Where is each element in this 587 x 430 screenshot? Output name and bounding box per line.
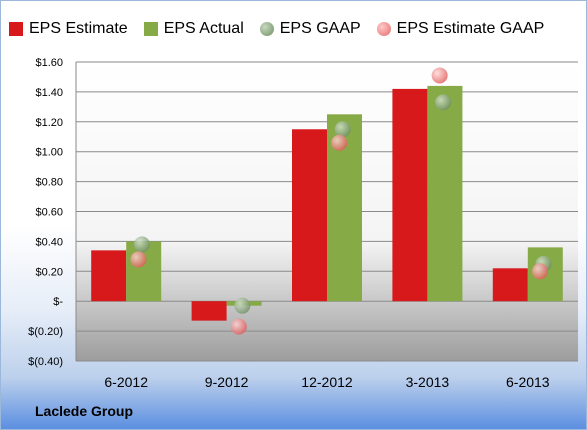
y-tick-label: $(0.40) <box>28 356 63 368</box>
x-tick-label: 9-2012 <box>205 374 249 390</box>
legend-label-eps-gaap: EPS GAAP <box>279 20 361 37</box>
y-tick-label: $(0.20) <box>28 326 63 338</box>
bar-eps-estimate <box>191 301 227 321</box>
legend: EPS Estimate EPS Actual EPS GAAP EPS Est… <box>9 15 586 43</box>
legend-swatch-eps-actual <box>143 22 158 36</box>
bar-eps-estimate <box>91 250 127 302</box>
legend-item-eps-gaap: EPS GAAP <box>259 20 361 38</box>
legend-item-eps-actual: EPS Actual <box>143 20 244 38</box>
x-tick-label: 12-2012 <box>301 374 353 390</box>
legend-item-eps-estimate: EPS Estimate <box>9 20 128 38</box>
legend-label-eps-actual: EPS Actual <box>163 20 244 37</box>
marker-eps-gaap <box>234 297 251 314</box>
y-tick-label: $0.80 <box>35 177 63 189</box>
bar-eps-actual <box>427 85 463 302</box>
legend-dot-eps-estimate-gaap <box>376 22 391 36</box>
marker-eps-gaap <box>133 236 150 253</box>
marker-eps-gaap <box>435 94 452 111</box>
legend-item-eps-estimate-gaap: EPS Estimate GAAP <box>376 20 545 38</box>
legend-dot-eps-gaap <box>259 22 274 36</box>
marker-eps-estimate-gaap <box>130 251 147 268</box>
y-tick-label: $1.60 <box>35 57 63 69</box>
legend-label-eps-estimate: EPS Estimate <box>29 20 128 37</box>
legend-label-eps-estimate-gaap: EPS Estimate GAAP <box>396 20 545 37</box>
y-tick-label: $0.20 <box>35 266 63 278</box>
y-tick-label: $0.40 <box>35 236 63 248</box>
y-tick-label: $- <box>53 296 63 308</box>
y-tick-label: $0.60 <box>35 207 63 219</box>
y-tick-label: $1.00 <box>35 147 63 159</box>
marker-eps-estimate-gaap <box>431 67 448 84</box>
bar-eps-estimate <box>392 88 428 302</box>
marker-eps-gaap <box>334 121 351 138</box>
x-tick-label: 6-2013 <box>506 374 550 390</box>
bar-eps-estimate <box>492 268 528 302</box>
x-tick-label: 3-2013 <box>406 374 450 390</box>
marker-eps-estimate-gaap <box>331 134 348 151</box>
legend-swatch-eps-estimate <box>9 22 23 36</box>
y-tick-label: $1.40 <box>35 87 63 99</box>
marker-eps-estimate-gaap <box>532 263 549 280</box>
company-name: Laclede Group <box>35 403 134 419</box>
y-tick-label: $1.20 <box>35 117 63 129</box>
x-tick-label: 6-2012 <box>104 374 148 390</box>
bar-eps-estimate <box>292 129 327 302</box>
marker-eps-estimate-gaap <box>230 318 247 335</box>
